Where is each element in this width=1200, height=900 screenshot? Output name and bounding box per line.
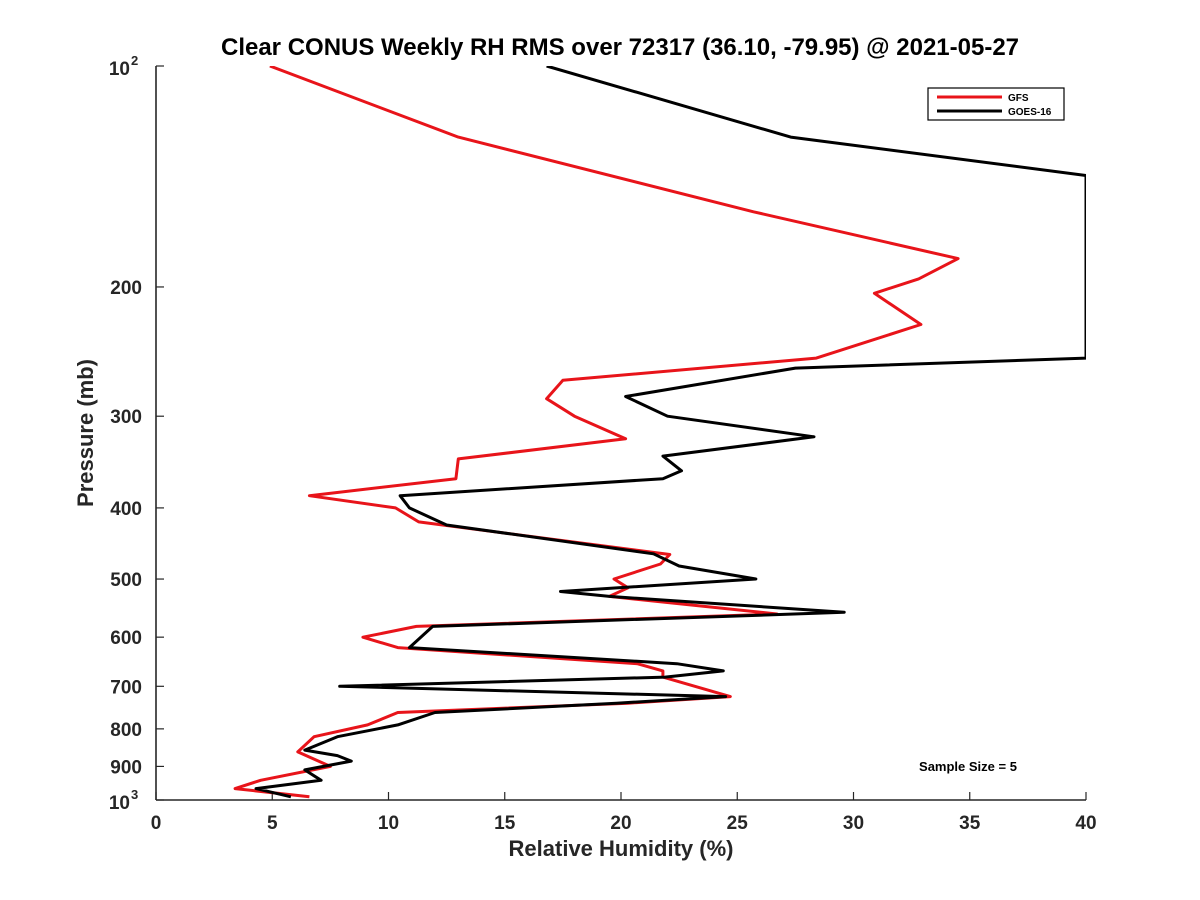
x-tick-label: 10 — [378, 813, 399, 834]
y-tick-label: 10 — [109, 793, 130, 814]
y-tick-label: 700 — [110, 677, 142, 698]
x-tick-label: 25 — [727, 813, 749, 834]
legend-label-goes16: GOES-16 — [1008, 107, 1052, 118]
x-axis-label: Relative Humidity (%) — [509, 836, 734, 861]
y-tick-label: 900 — [110, 757, 142, 778]
y-tick-label: 200 — [110, 278, 142, 299]
series-line-gfs — [233, 66, 960, 799]
x-tick-label: 40 — [1075, 813, 1096, 834]
plot-area — [155, 66, 1086, 801]
x-tick-label: 30 — [843, 813, 864, 834]
x-tick-label: 15 — [494, 813, 516, 834]
y-tick-label: 600 — [110, 628, 142, 649]
legend: GFS GOES-16 — [927, 87, 1065, 121]
x-tick-label: 0 — [151, 813, 162, 834]
x-tick-label: 20 — [610, 813, 631, 834]
chart-title: Clear CONUS Weekly RH RMS over 72317 (36… — [221, 34, 1019, 61]
y-tick-exponent: 2 — [131, 53, 138, 68]
y-axis-label: Pressure (mb) — [73, 359, 98, 507]
y-tick-label: 800 — [110, 720, 142, 741]
y-tick-label: 400 — [110, 499, 142, 520]
sample-size-annotation: Sample Size = 5 — [919, 759, 1017, 774]
y-tick-label: 10 — [109, 59, 130, 80]
x-tick-label: 35 — [959, 813, 981, 834]
y-tick-label: 300 — [110, 407, 142, 428]
series-lines — [233, 66, 1086, 799]
y-tick-exponent: 3 — [131, 787, 138, 802]
y-tick-label: 500 — [110, 570, 142, 591]
x-axis-ticks: 0 5 10 15 20 25 30 35 40 — [151, 792, 1097, 834]
legend-box — [927, 87, 1065, 121]
series-line-goes16 — [254, 66, 1086, 799]
x-tick-label: 5 — [267, 813, 278, 834]
legend-label-gfs: GFS — [1008, 93, 1029, 104]
